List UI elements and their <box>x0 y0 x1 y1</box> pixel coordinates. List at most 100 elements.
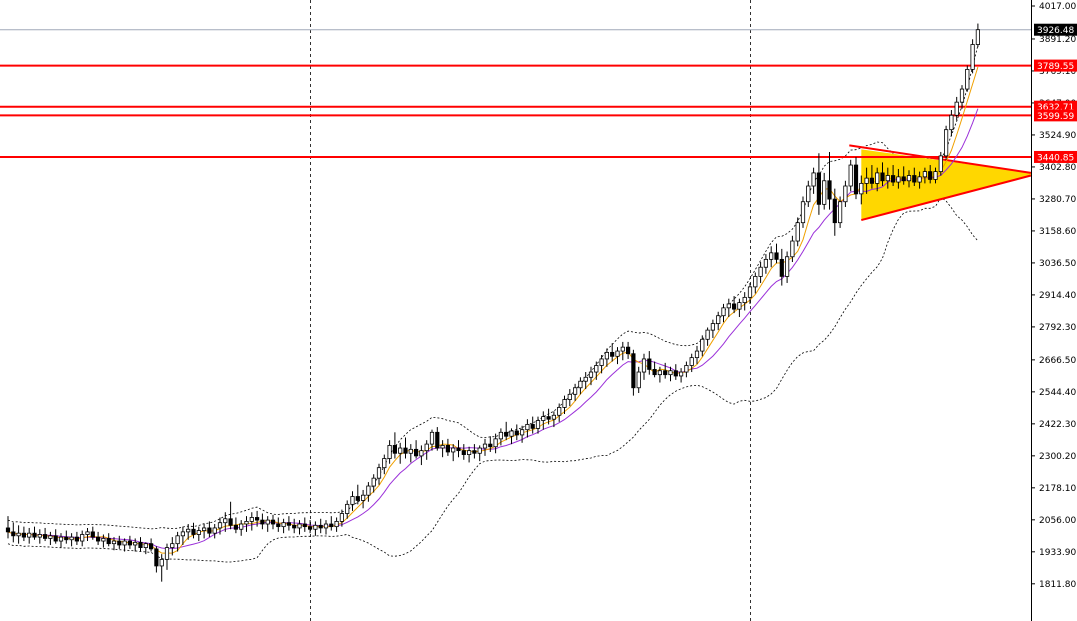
candle-body <box>313 524 318 530</box>
candle <box>816 153 822 215</box>
candle-body <box>5 527 11 533</box>
candle-body <box>917 176 922 183</box>
candle <box>360 489 366 509</box>
candle <box>164 543 170 570</box>
candle <box>276 517 281 532</box>
candle-body <box>403 447 408 454</box>
candle <box>594 361 599 380</box>
candle-body <box>747 286 753 298</box>
candle-body <box>419 450 424 457</box>
candle <box>689 353 694 373</box>
candle-body <box>896 176 901 183</box>
candle <box>965 65 970 92</box>
candle-body <box>286 522 292 526</box>
ma-fast-line <box>7 66 979 554</box>
candle <box>615 347 620 365</box>
candle-body <box>429 431 435 445</box>
candle <box>451 444 456 462</box>
candle <box>456 440 461 458</box>
candle <box>429 429 435 451</box>
candle <box>223 512 228 532</box>
candle-body <box>631 353 636 389</box>
candle-body <box>191 528 196 535</box>
candle <box>827 151 832 210</box>
candle <box>403 437 408 459</box>
candle <box>318 518 323 534</box>
y-tick-label: 3402.80 <box>1039 163 1076 173</box>
candle <box>371 474 376 493</box>
candle <box>944 125 949 160</box>
candle <box>896 168 901 189</box>
candle <box>938 151 943 176</box>
candle <box>588 366 594 386</box>
candle-body <box>848 164 853 187</box>
candle <box>541 411 546 430</box>
candle-body <box>795 222 800 242</box>
candle <box>80 530 85 547</box>
y-tick-label: 2422.30 <box>1039 420 1076 430</box>
candle-body <box>74 536 79 542</box>
candle-body <box>535 420 541 429</box>
candle-body <box>69 536 74 541</box>
candle <box>800 196 806 228</box>
candle-body <box>626 346 631 355</box>
candle <box>557 403 562 422</box>
candle-body <box>175 535 180 545</box>
candle-body <box>334 520 339 528</box>
candle-body <box>954 101 959 116</box>
candle-body <box>387 445 392 459</box>
candles <box>5 23 981 582</box>
candle <box>249 512 254 531</box>
candle-body <box>832 198 837 224</box>
candle <box>509 428 514 445</box>
candle <box>313 521 318 536</box>
candle-body <box>249 517 254 522</box>
candle-body <box>652 369 657 376</box>
candle-body <box>276 523 281 528</box>
candle <box>758 261 763 283</box>
candle <box>493 433 498 454</box>
candle-body <box>975 29 981 45</box>
candle <box>244 516 249 532</box>
candle-body <box>853 164 859 195</box>
candle <box>716 311 721 331</box>
candle <box>880 162 885 187</box>
candle <box>578 377 583 395</box>
candle-body <box>371 477 376 487</box>
candle <box>769 246 774 268</box>
candle <box>562 395 567 414</box>
candle-body <box>392 445 398 454</box>
candle-body <box>732 303 737 310</box>
candle-body <box>360 494 366 501</box>
candle-body <box>461 450 466 455</box>
candle <box>482 438 488 456</box>
upper-band <box>7 45 979 530</box>
candle <box>175 531 180 552</box>
candle <box>207 521 212 538</box>
candle-body <box>710 323 716 331</box>
candle <box>196 526 201 542</box>
candle-body <box>891 175 896 183</box>
candle-body <box>700 338 705 352</box>
candle <box>228 501 233 530</box>
candle-body <box>774 252 779 260</box>
candle-body <box>843 185 848 203</box>
candle-body <box>573 387 578 395</box>
y-tick-label: 3891.20 <box>1039 35 1076 45</box>
candle-body <box>769 252 774 260</box>
candle <box>392 432 398 459</box>
candle-body <box>80 534 85 542</box>
candle-body <box>159 558 164 567</box>
candle <box>265 516 270 532</box>
candle <box>535 416 541 434</box>
horizontal-levels <box>0 29 1031 158</box>
candle <box>610 343 615 362</box>
candle <box>859 175 864 205</box>
candle-body <box>694 350 700 359</box>
level-1-badge-label: 3632.71 <box>1037 103 1074 113</box>
candle <box>297 520 302 535</box>
candle <box>58 533 64 548</box>
candle-body <box>477 447 482 454</box>
candle <box>657 366 663 383</box>
candle <box>843 180 848 207</box>
